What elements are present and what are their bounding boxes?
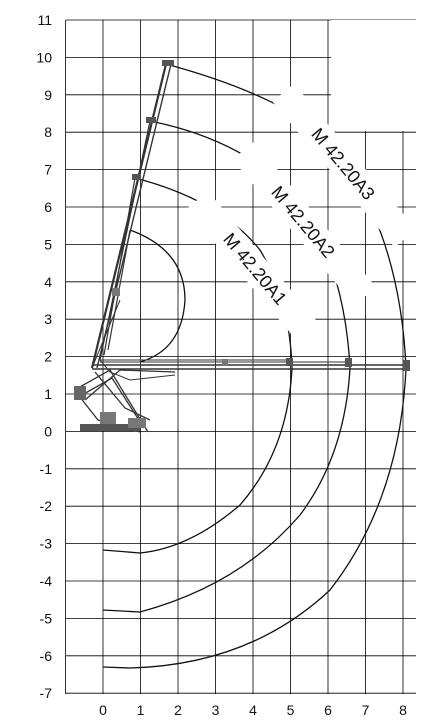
y-tick-label: 1	[44, 386, 52, 402]
x-tick-label: 3	[212, 702, 220, 718]
y-tick-label: -6	[40, 648, 53, 664]
label-halos	[186, 83, 417, 347]
y-tick-label: 10	[36, 49, 52, 65]
y-tick-label: 5	[44, 236, 52, 252]
y-tick-label: -5	[40, 610, 53, 626]
y-tick-label: -3	[40, 536, 53, 552]
y-tick-label: 8	[44, 124, 52, 140]
x-tick-label: 5	[287, 702, 295, 718]
grid	[65, 19, 416, 694]
x-axis-ticks: 0 1 2 3 4 5 6 7 8	[99, 702, 407, 718]
y-tick-label: -1	[40, 461, 53, 477]
reach-curve-a2	[102, 120, 351, 613]
crane-base	[74, 359, 176, 433]
curve-label-a1: M 42.20A1	[219, 229, 290, 309]
y-tick-label: 4	[44, 274, 52, 290]
x-tick-label: 1	[137, 702, 145, 718]
grid-mask	[331, 20, 431, 131]
x-tick-label: 6	[324, 702, 332, 718]
y-tick-label: 7	[44, 162, 52, 178]
x-tick-label: 4	[249, 702, 257, 718]
x-tick-label: 8	[399, 702, 407, 718]
x-tick-label: 7	[362, 702, 370, 718]
y-tick-label: -4	[40, 573, 53, 589]
x-tick-label: 0	[99, 702, 107, 718]
y-tick-label: 6	[44, 199, 52, 215]
y-tick-label: -7	[40, 685, 53, 701]
y-tick-label: -2	[40, 498, 53, 514]
boom-horizontal	[92, 358, 410, 371]
boom-raised	[90, 60, 174, 369]
y-tick-label: 3	[44, 311, 52, 327]
y-tick-label: 2	[44, 349, 52, 365]
y-tick-label: 9	[44, 87, 52, 103]
reach-curve-inner	[129, 229, 186, 363]
curve-label-a3: M 42.20A3	[307, 124, 378, 204]
y-tick-label: 11	[37, 12, 52, 28]
x-tick-label: 2	[174, 702, 182, 718]
y-tick-label: 0	[44, 423, 52, 439]
